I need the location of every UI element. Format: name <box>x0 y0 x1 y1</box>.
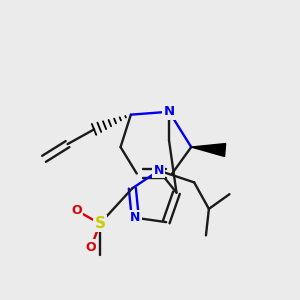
Text: N: N <box>164 105 175 118</box>
Text: O: O <box>86 241 96 254</box>
Text: N: N <box>130 211 140 224</box>
Polygon shape <box>191 143 226 157</box>
Text: O: O <box>71 204 82 217</box>
Text: S: S <box>94 216 105 231</box>
Text: N: N <box>154 164 164 177</box>
